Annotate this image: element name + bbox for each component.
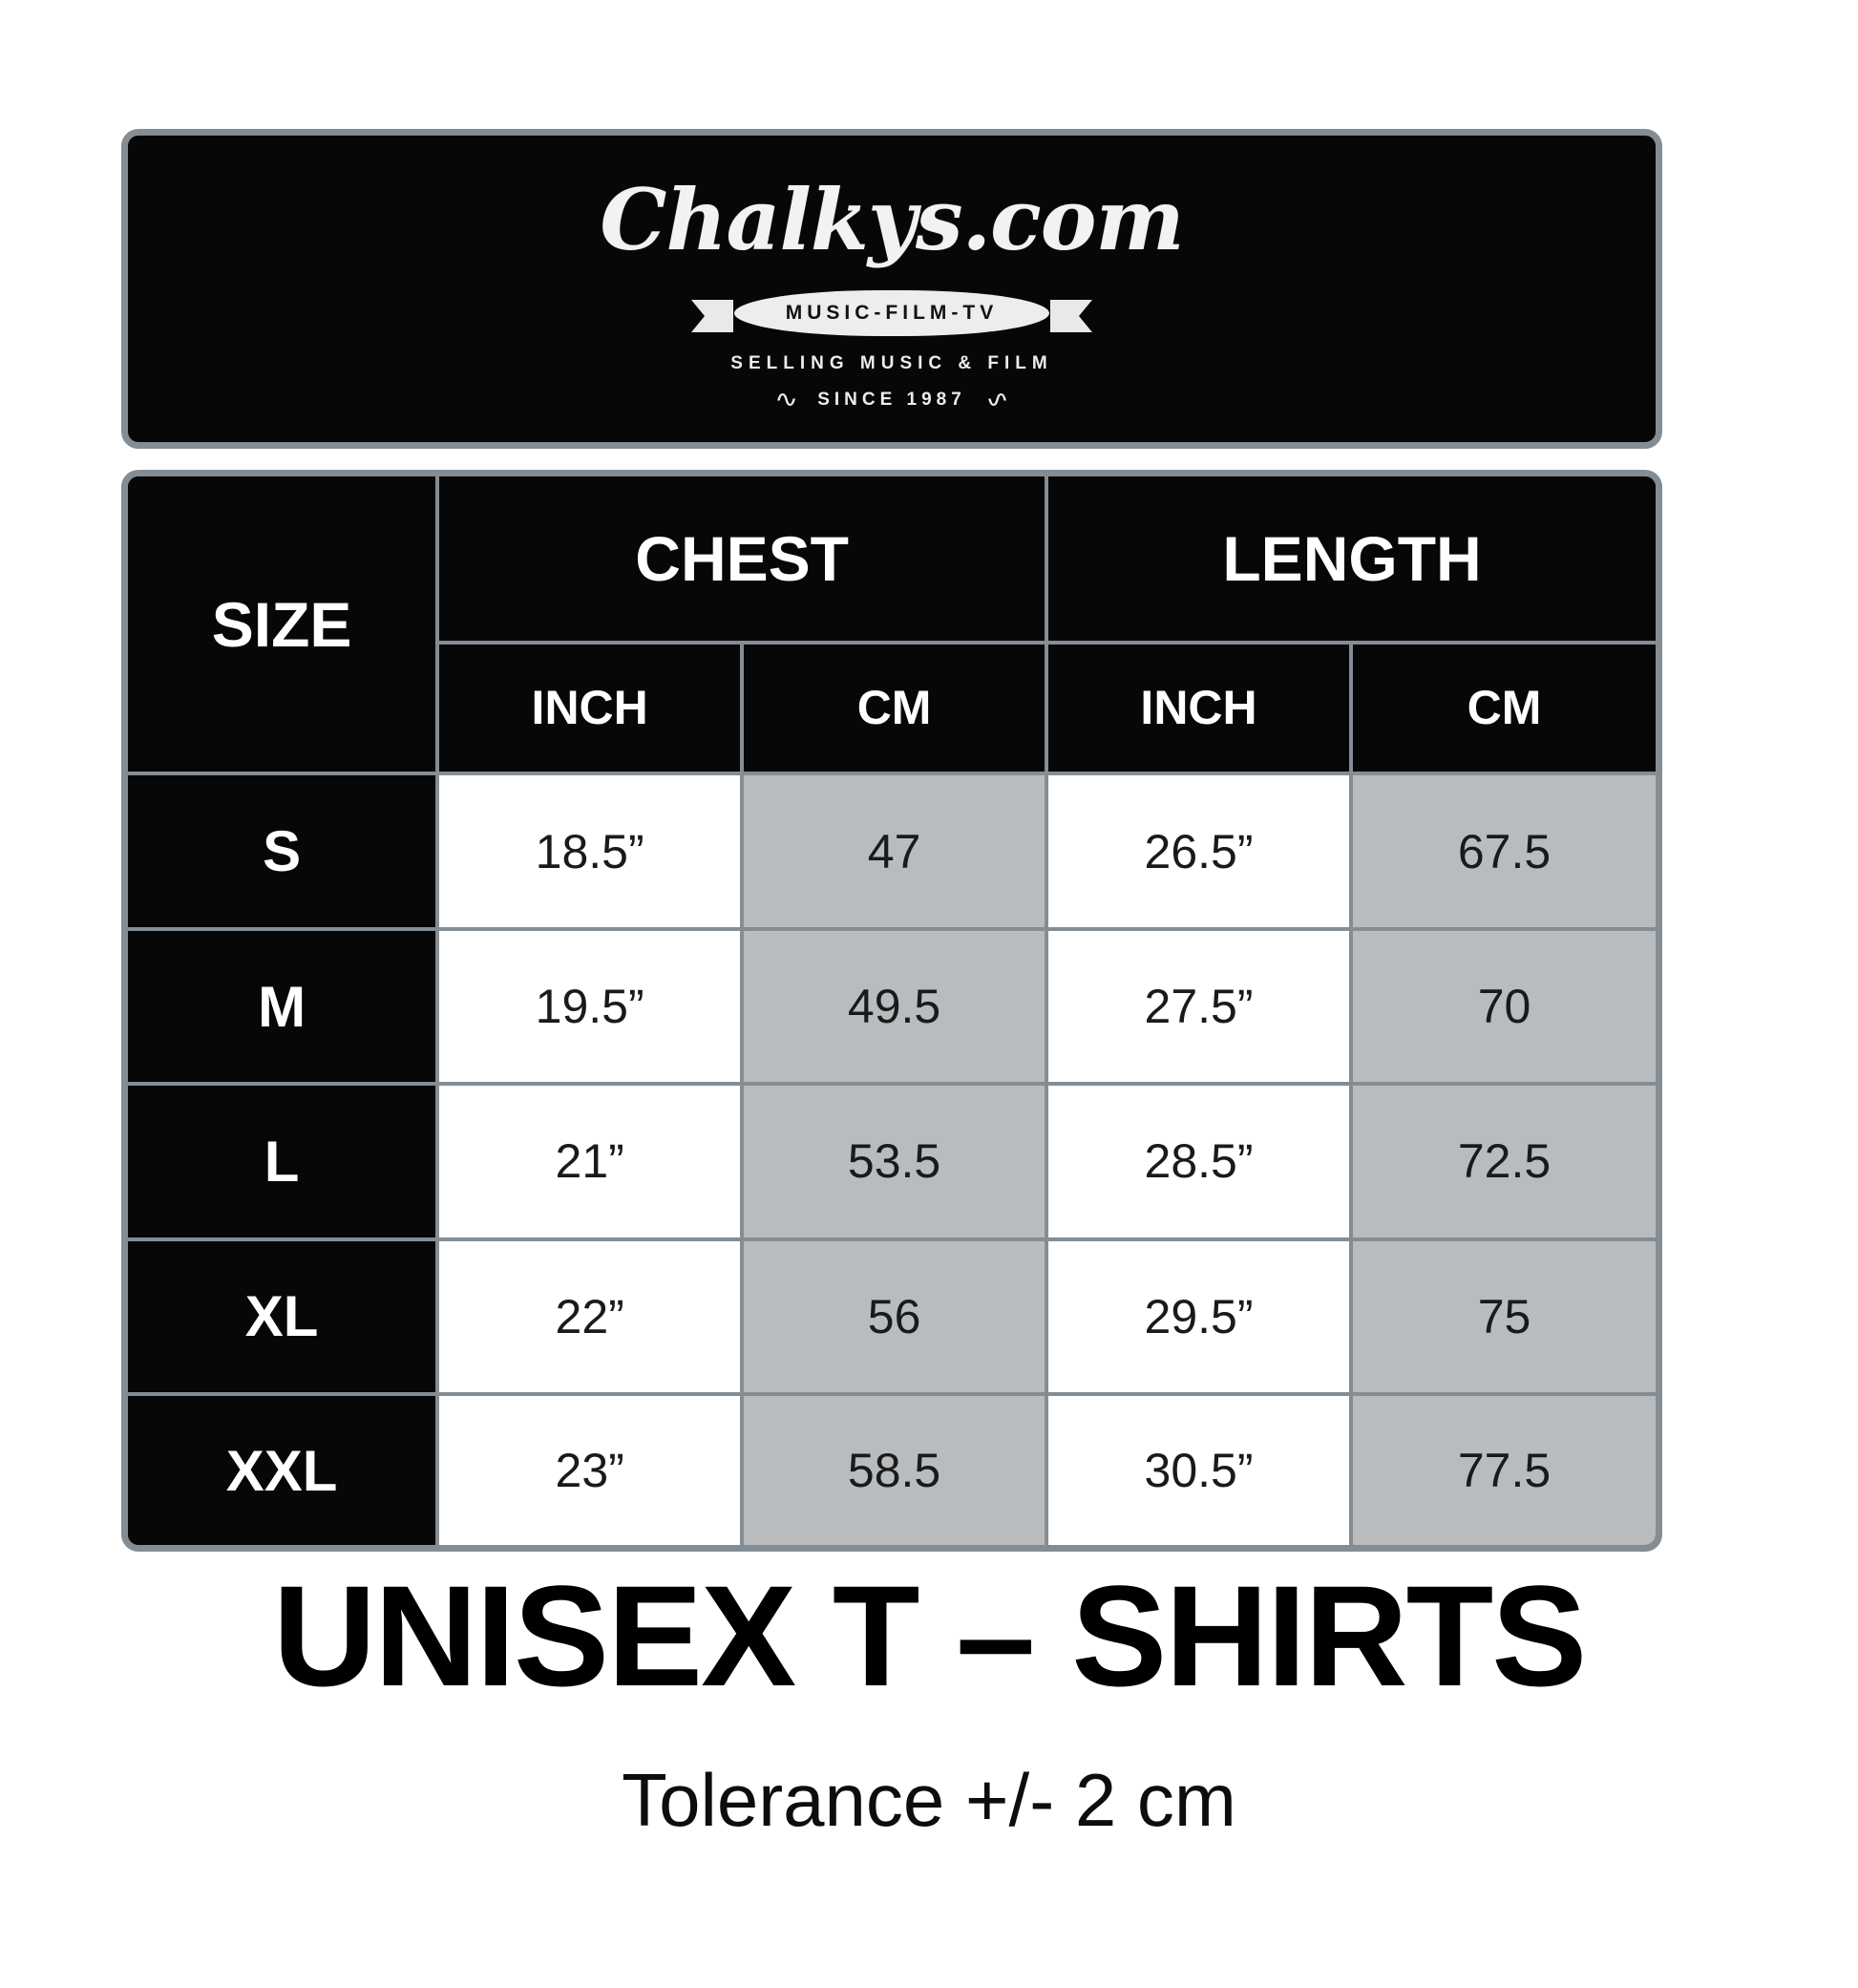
cell-size: XL: [128, 1237, 440, 1397]
size-table: SIZE CHEST LENGTH INCH CM INCH CM S 18.5…: [128, 476, 1656, 1545]
column-header-chest-cm: CM: [740, 640, 1049, 776]
cell-size: L: [128, 1082, 440, 1241]
cell-length-cm: 72.5: [1349, 1082, 1656, 1241]
cell-length-inch: 28.5”: [1045, 1082, 1353, 1241]
cell-size: XXL: [128, 1392, 440, 1545]
table-row: M 19.5” 49.5 27.5” 70: [128, 926, 1656, 1087]
cell-length-inch: 27.5”: [1045, 926, 1353, 1087]
cell-length-cm: 75: [1349, 1237, 1656, 1397]
cell-chest-inch: 22”: [435, 1237, 745, 1397]
cell-length-cm: 77.5: [1349, 1392, 1656, 1545]
tolerance-note: Tolerance +/- 2 cm: [622, 1758, 1236, 1842]
cell-length-cm: 67.5: [1349, 772, 1656, 931]
cell-chest-inch: 19.5”: [435, 926, 745, 1087]
brand-ribbon: MUSIC-FILM-TV: [691, 286, 1092, 340]
table-header-unit-row: INCH CM INCH CM: [128, 640, 1656, 776]
flourish-right-icon: ∿: [984, 387, 1009, 412]
cell-chest-cm: 53.5: [740, 1082, 1049, 1241]
cell-chest-inch: 18.5”: [435, 772, 745, 931]
table-row: S 18.5” 47 26.5” 67.5: [128, 772, 1656, 931]
cell-chest-cm: 56: [740, 1237, 1049, 1397]
ribbon-tail-right-icon: [1050, 300, 1092, 332]
cell-chest-inch: 21”: [435, 1082, 745, 1241]
cell-chest-inch: 23”: [435, 1392, 745, 1545]
column-header-length: LENGTH: [1045, 476, 1656, 645]
table-header-group-row: SIZE CHEST LENGTH: [128, 476, 1656, 776]
cell-length-inch: 26.5”: [1045, 772, 1353, 931]
brand-logo-panel: Chalkys.com MUSIC-FILM-TV SELLING MUSIC …: [121, 129, 1662, 449]
table-row: XXL 23” 58.5 30.5” 77.5: [128, 1392, 1656, 1545]
column-header-chest-inch: INCH: [437, 640, 745, 776]
page-title: UNISEX T – SHIRTS: [272, 1555, 1588, 1716]
ribbon-tail-left-icon: [691, 300, 733, 332]
cell-chest-cm: 47: [740, 772, 1049, 931]
column-header-chest: CHEST: [435, 476, 1049, 645]
table-row: L 21” 53.5 28.5” 72.5: [128, 1082, 1656, 1241]
brand-wordmark: Chalkys.com: [600, 170, 1184, 269]
ribbon-band: MUSIC-FILM-TV: [734, 290, 1049, 336]
brand-since-row: ∿ SINCE 1987 ∿: [774, 386, 1009, 414]
cell-size: M: [128, 926, 440, 1087]
cell-length-inch: 30.5”: [1045, 1392, 1353, 1545]
cell-size: S: [128, 772, 440, 931]
brand-tagline: SELLING MUSIC & FILM: [730, 353, 1053, 373]
cell-chest-cm: 58.5: [740, 1392, 1049, 1545]
ribbon-label: MUSIC-FILM-TV: [785, 302, 999, 324]
column-header-length-inch: INCH: [1045, 640, 1353, 776]
table-row: XL 22” 56 29.5” 75: [128, 1237, 1656, 1397]
cell-length-inch: 29.5”: [1045, 1237, 1353, 1397]
flourish-left-icon: ∿: [774, 387, 799, 412]
brand-since-text: SINCE 1987: [817, 390, 966, 410]
cell-chest-cm: 49.5: [740, 926, 1049, 1087]
column-header-length-cm: CM: [1349, 640, 1656, 776]
column-header-size: SIZE: [128, 476, 440, 776]
size-table-panel: SIZE CHEST LENGTH INCH CM INCH CM S 18.5…: [121, 470, 1662, 1552]
cell-length-cm: 70: [1349, 926, 1656, 1087]
